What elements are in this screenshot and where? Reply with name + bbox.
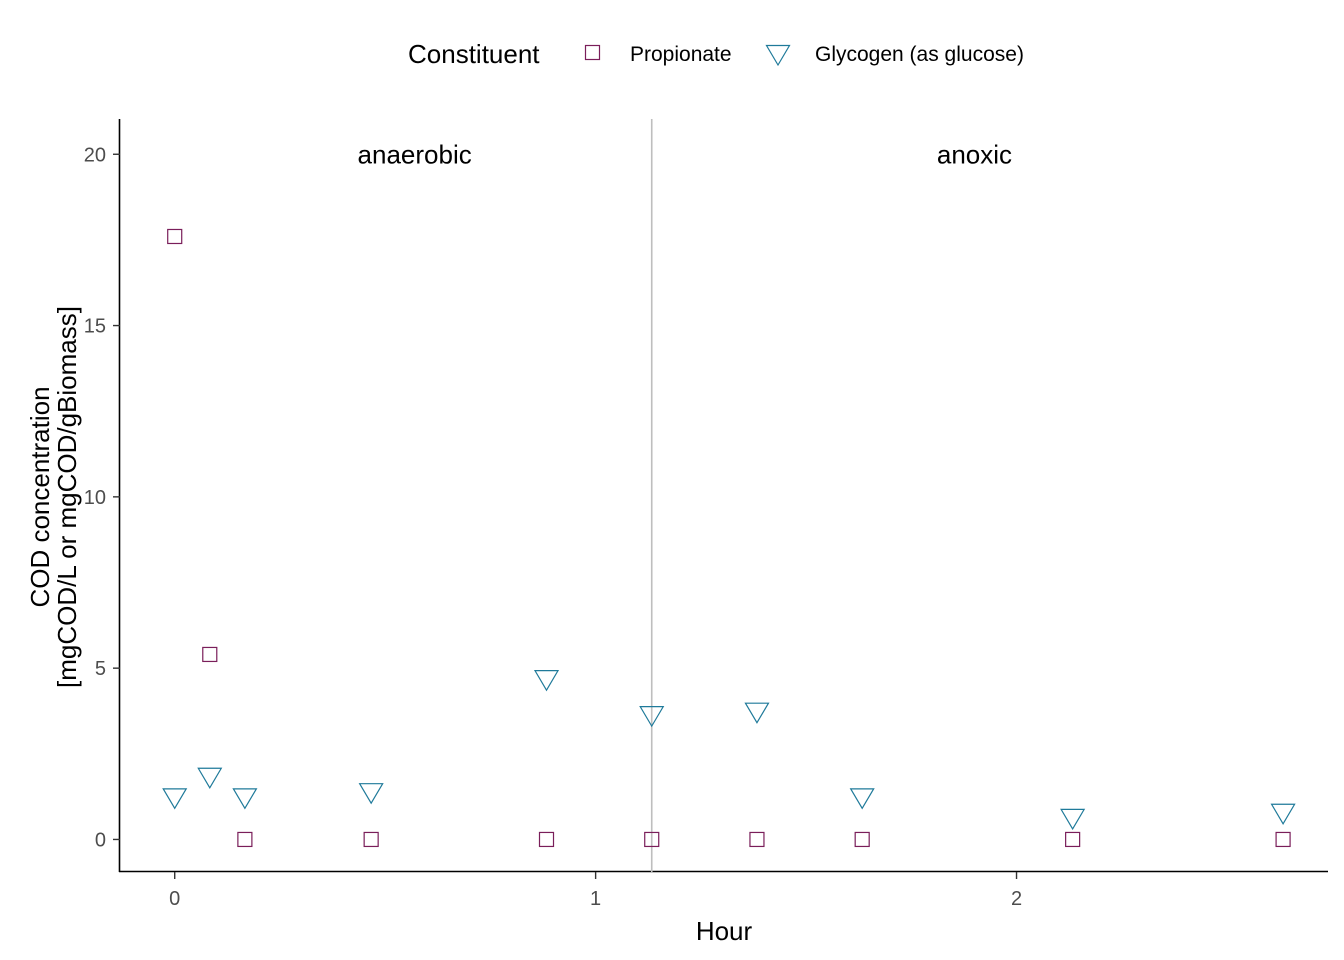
point-glycogen (197, 767, 223, 789)
y-axis-title-line-2: [mgCOD/L or mgCOD/gBiomass] (52, 306, 82, 688)
plot-area: 0 5 10 15 20 0 1 2 anaerobic anoxic (84, 119, 1328, 910)
legend-title: Constituent (408, 39, 540, 69)
y-tick-label: 0 (95, 829, 106, 851)
point-glycogen (1060, 808, 1086, 831)
point-propionate (538, 831, 555, 848)
x-tick-label: 0 (169, 888, 180, 910)
point-glycogen (162, 788, 188, 810)
annotation-anaerobic: anaerobic (358, 139, 472, 169)
point-propionate (644, 831, 660, 848)
y-tick-label: 5 (95, 658, 106, 680)
point-glycogen (533, 670, 560, 692)
point-glycogen (849, 788, 875, 810)
point-propionate (1065, 831, 1081, 848)
y-tick-label: 20 (84, 144, 106, 166)
point-glycogen (744, 702, 770, 724)
legend-label-glycogen: Glycogen (as glucose) (815, 43, 1024, 66)
data-points (162, 228, 1296, 848)
y-tick-label: 10 (84, 487, 106, 509)
x-axis-ticks: 0 1 2 (169, 872, 1022, 910)
legend-key-glycogen (765, 44, 791, 67)
point-propionate (237, 831, 253, 848)
point-propionate (854, 831, 870, 848)
x-axis-title: Hour (696, 916, 753, 946)
legend: Constituent Propionate Glycogen (as gluc… (408, 39, 1024, 69)
x-tick-label: 1 (590, 888, 601, 910)
point-glycogen (639, 706, 665, 728)
x-tick-label: 2 (1011, 888, 1022, 910)
y-tick-label: 15 (84, 316, 106, 338)
annotation-anoxic: anoxic (937, 139, 1012, 169)
y-axis-ticks: 0 5 10 15 20 (84, 144, 120, 851)
point-propionate (749, 831, 765, 848)
legend-key-propionate (584, 44, 601, 61)
point-propionate (202, 646, 218, 663)
point-propionate (167, 228, 183, 245)
y-axis-title: COD concentration [mgCOD/L or mgCOD/gBio… (25, 306, 82, 688)
point-glycogen (358, 783, 384, 805)
point-glycogen (232, 788, 258, 810)
point-propionate (1275, 831, 1291, 848)
y-axis-title-line-1: COD concentration (25, 386, 55, 607)
point-glycogen (1270, 803, 1296, 825)
point-propionate (363, 831, 379, 848)
legend-label-propionate: Propionate (630, 43, 732, 66)
